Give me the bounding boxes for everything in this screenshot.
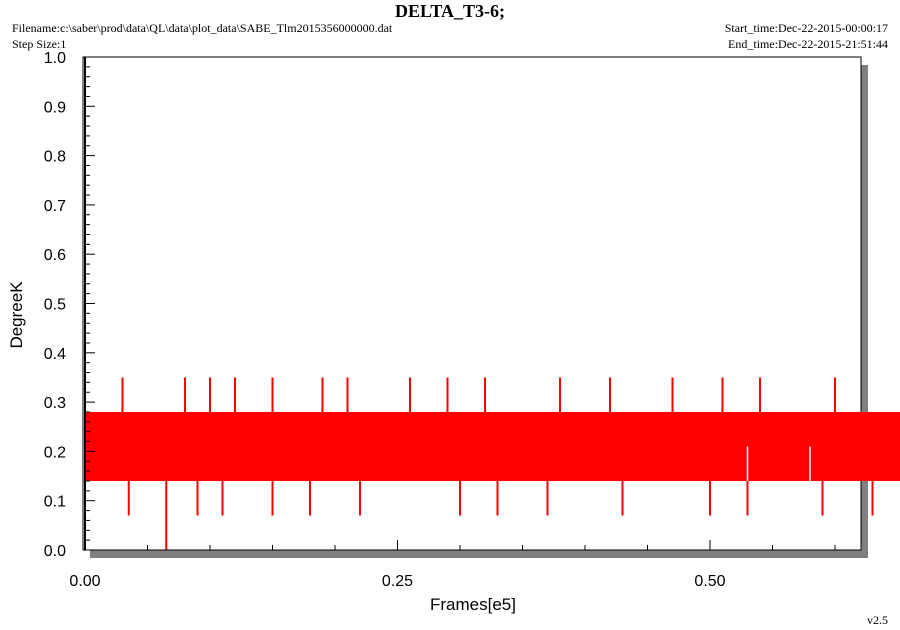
y-tick-label: 0.6 <box>44 247 66 264</box>
y-tick-label: 0.1 <box>44 494 66 511</box>
y-axis-label: DegreeK <box>7 281 26 349</box>
axes-layer: 0.0 0.1 0.2 0.3 0.4 0.5 0.6 0.7 0.8 0.9 1.0 0.00 0.2… <box>44 50 861 590</box>
step-size-label: Step Size:1 <box>12 37 67 51</box>
x-tick-label: 0.00 <box>69 573 100 590</box>
y-tick-label: 0.0 <box>44 543 66 560</box>
y-tick-label: 0.8 <box>44 149 66 166</box>
series-band <box>85 411 900 481</box>
filename-label: Filename:c:\saber\prod\data\QL\data\plot… <box>12 21 393 35</box>
series-layer <box>85 377 900 550</box>
version-label: v2.5 <box>867 613 888 627</box>
y-tick-label: 0.5 <box>44 297 66 314</box>
end-time-label: End_time:Dec-22-2015-21:51:44 <box>728 37 888 51</box>
x-axis-label: Frames[e5] <box>430 595 516 614</box>
y-tick-label: 1.0 <box>44 50 66 67</box>
y-tick-label: 0.9 <box>44 99 66 116</box>
y-tick-label: 0.3 <box>44 395 66 412</box>
start-time-label: Start_time:Dec-22-2015-00:00:17 <box>724 21 888 35</box>
y-tick-label: 0.7 <box>44 198 66 215</box>
x-tick-label: 0.25 <box>382 573 413 590</box>
x-tick-label: 0.50 <box>694 573 725 590</box>
y-tick-label: 0.4 <box>44 346 66 363</box>
chart-title: DELTA_T3-6; <box>394 1 506 21</box>
y-tick-label: 0.2 <box>44 444 66 461</box>
